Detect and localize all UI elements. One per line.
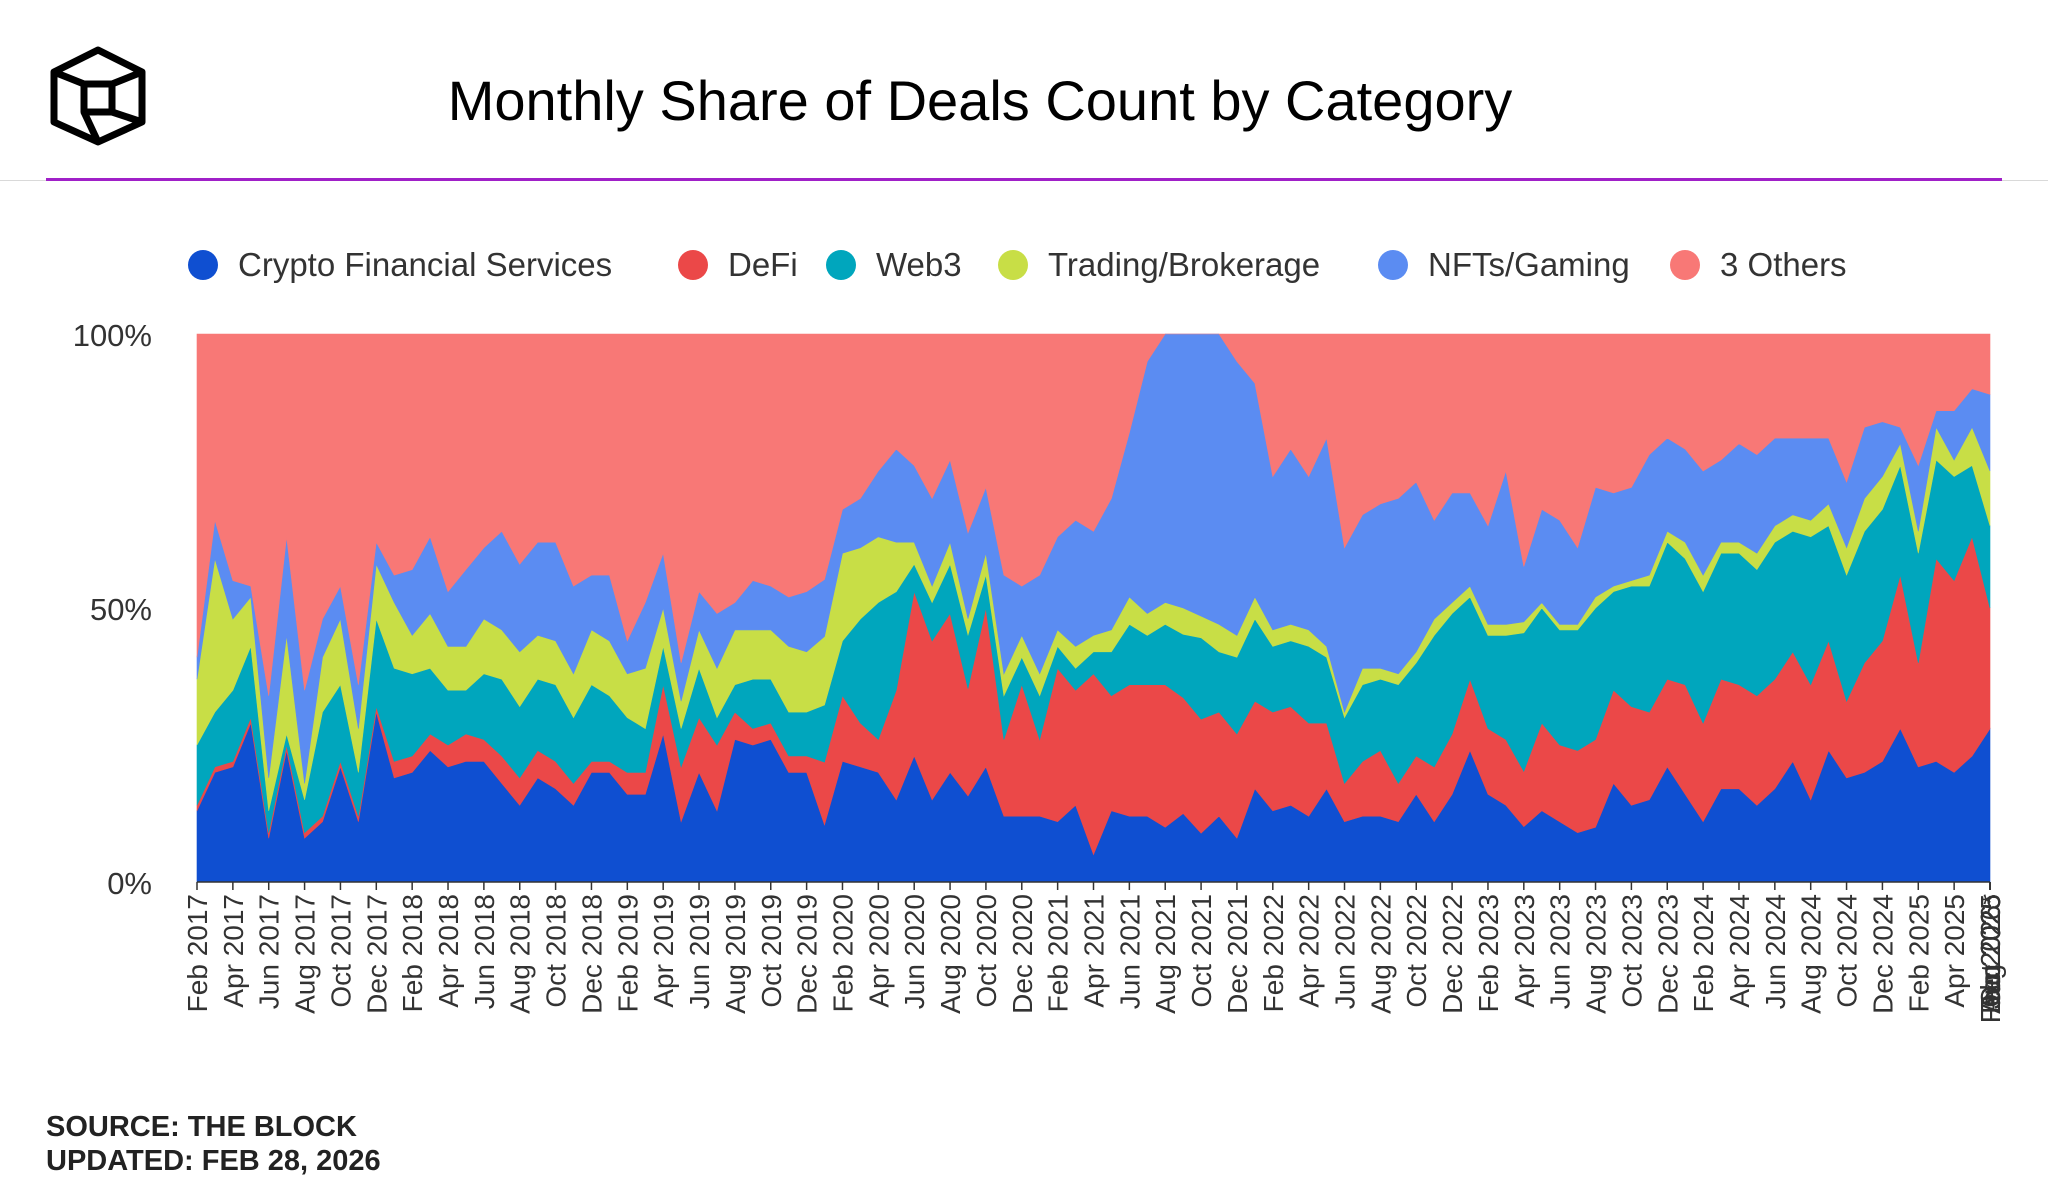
x-tick-label: Feb 2023 <box>1473 894 1504 1012</box>
x-tick-label: Apr 2021 <box>1079 894 1110 1008</box>
legend-item-web3[interactable]: Web3 <box>826 240 962 290</box>
x-tick-label: Apr 2022 <box>1294 894 1325 1008</box>
legend-label: DeFi <box>728 246 798 283</box>
x-tick-label: Jun 2025 <box>1975 894 2006 1009</box>
x-tick-label: Apr 2018 <box>433 894 464 1008</box>
legend-swatch <box>1670 250 1700 280</box>
x-tick-label: Feb 2025 <box>1903 894 1934 1012</box>
x-tick-label: Feb 2020 <box>828 894 859 1012</box>
area-series-3-others[interactable] <box>196 333 1991 696</box>
x-tick-label: Oct 2024 <box>1832 894 1863 1008</box>
x-tick-label: Oct 2017 <box>325 894 356 1008</box>
x-tick-label: Jun 2024 <box>1760 894 1791 1009</box>
legend-swatch <box>998 250 1028 280</box>
x-tick-label: Dec 2021 <box>1222 894 1253 1014</box>
x-tick-label: Oct 2022 <box>1401 894 1432 1008</box>
x-tick-label: Feb 2017 <box>182 894 213 1012</box>
x-tick-label: Aug 2021 <box>1150 894 1181 1014</box>
source-note: SOURCE: THE BLOCK <box>46 1111 357 1143</box>
legend-label: Trading/Brokerage <box>1048 246 1321 283</box>
x-tick-label: Dec 2017 <box>361 894 392 1014</box>
x-tick-label: Aug 2017 <box>290 894 321 1014</box>
legend-item-trading-brokerage[interactable]: Trading/Brokerage <box>998 240 1320 290</box>
x-tick-label: Dec 2024 <box>1867 894 1898 1014</box>
x-tick-label: Feb 2024 <box>1688 894 1719 1012</box>
x-tick-label: Oct 2021 <box>1186 894 1217 1008</box>
stacked-area-chart: 0%50%100%Feb 2017 Apr 2017 Jun 2017 Aug 201… <box>73 318 2006 1023</box>
updated-note: UPDATED: FEB 28, 2026 <box>46 1145 381 1177</box>
y-tick-label: 0% <box>107 866 152 901</box>
cube-logo-icon <box>50 46 146 146</box>
x-tick-label: Jun 2021 <box>1114 894 1145 1009</box>
x-tick-label: Dec 2022 <box>1437 894 1468 1014</box>
x-tick-label: Oct 2025 <box>1975 894 2006 1008</box>
x-tick-label: Aug 2018 <box>505 894 536 1014</box>
x-tick-label: Apr 2020 <box>863 894 894 1008</box>
x-tick-label: Aug 2020 <box>935 894 966 1014</box>
chart-legend: Crypto Financial Services DeFi Web3 Trading… <box>0 240 2048 290</box>
x-tick-label: Apr 2025 <box>1939 894 1970 1008</box>
x-tick-label: Feb 2019 <box>612 894 643 1012</box>
x-tick-label: Apr 2017 <box>218 894 249 1008</box>
legend-label: 3 Others <box>1720 246 1847 283</box>
x-tick-label: Apr 2024 <box>1724 894 1755 1008</box>
x-tick-label: Apr 2019 <box>648 894 679 1008</box>
x-tick-label: Dec 2025 <box>1975 894 2006 1014</box>
x-tick-label: Oct 2023 <box>1616 894 1647 1008</box>
legend-label: Crypto Financial Services <box>238 246 613 283</box>
x-tick-label: Jun 2020 <box>899 894 930 1009</box>
x-tick-label: Feb 2022 <box>1258 894 1289 1012</box>
legend-swatch <box>826 250 856 280</box>
x-tick-label: Dec 2020 <box>1007 894 1038 1014</box>
legend-item-crypto-financial-services[interactable]: Crypto Financial Services <box>188 240 612 290</box>
legend-item-3-others[interactable]: 3 Others <box>1670 240 1847 290</box>
x-tick-label: Feb 2018 <box>397 894 428 1012</box>
y-tick-label: 100% <box>73 318 152 353</box>
y-tick-label: 50% <box>90 592 152 627</box>
x-tick-label: Jun 2019 <box>684 894 715 1009</box>
x-tick-label: Aug 2025 <box>1975 894 2006 1014</box>
x-tick-label: Jun 2023 <box>1545 894 1576 1009</box>
x-tick-label: Oct 2020 <box>971 894 1002 1008</box>
x-tick-label: Dec 2023 <box>1652 894 1683 1014</box>
x-tick-label: Aug 2024 <box>1796 894 1827 1014</box>
legend-swatch <box>188 250 218 280</box>
legend-label: Web3 <box>876 246 962 283</box>
chart-title: Monthly Share of Deals Count by Category <box>447 69 1513 132</box>
x-tick-label: Oct 2018 <box>541 894 572 1008</box>
legend-item-nfts-gaming[interactable]: NFTs/Gaming <box>1378 240 1630 290</box>
x-tick-label: Oct 2019 <box>756 894 787 1008</box>
x-tick-label: Dec 2018 <box>577 894 608 1014</box>
x-tick-label: Jun 2022 <box>1330 894 1361 1009</box>
legend-swatch <box>1378 250 1408 280</box>
x-tick-label: Apr 2023 <box>1509 894 1540 1008</box>
legend-label: NFTs/Gaming <box>1428 246 1630 283</box>
footer: SOURCE: THE BLOCK UPDATED: FEB 28, 2026 <box>46 1110 381 1178</box>
x-tick-label: Feb 2026* <box>1975 894 2006 1023</box>
x-tick-label: Aug 2023 <box>1581 894 1612 1014</box>
accent-divider <box>46 178 2002 181</box>
x-tick-label: Feb 2021 <box>1043 894 1074 1012</box>
x-tick-label: Dec 2019 <box>792 894 823 1014</box>
x-tick-label: Aug 2019 <box>720 894 751 1014</box>
legend-swatch <box>678 250 708 280</box>
x-tick-label: Jun 2018 <box>469 894 500 1009</box>
legend-item-defi[interactable]: DeFi <box>678 240 798 290</box>
x-tick-label: Aug 2022 <box>1365 894 1396 1014</box>
x-tick-label: Jun 2017 <box>254 894 285 1009</box>
